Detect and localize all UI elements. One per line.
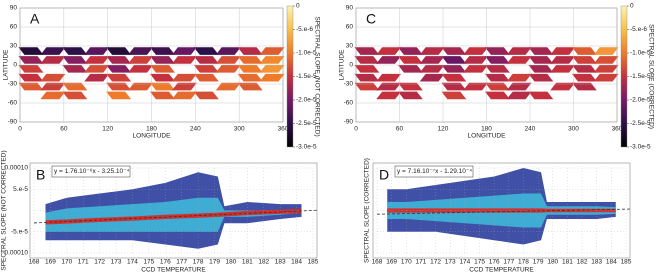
x-tick-label: 183	[591, 259, 602, 266]
x-tick-label: 0	[354, 126, 358, 133]
colorbar-tick-label: 0	[296, 3, 300, 10]
x-tick-label: 175	[143, 259, 154, 266]
x-axis-label: CCD TEMPERATURE	[469, 267, 534, 272]
x-tick-label: 60	[60, 126, 68, 133]
panel-letter: A	[30, 11, 40, 27]
x-tick-label: 181	[242, 259, 253, 266]
x-tick-label: 170	[401, 259, 412, 266]
x-tick-label: 171	[416, 259, 427, 266]
x-tick-label: 120	[438, 126, 449, 133]
x-tick-label: 177	[176, 259, 187, 266]
x-tick-label: 120	[102, 126, 113, 133]
x-tick-label: 184	[606, 259, 617, 266]
x-tick-label: 179	[533, 259, 544, 266]
x-axis-label: LONGITUDE	[133, 133, 172, 140]
x-tick-label: 60	[396, 126, 404, 133]
x-tick-label: 176	[160, 259, 171, 266]
colorbar-tick-label: -3.0e-5	[630, 144, 651, 151]
y-tick-label: 30	[10, 43, 18, 50]
x-tick-label: 182	[258, 259, 269, 266]
x-tick-label: 173	[111, 259, 122, 266]
colorbar-tick-label: 0	[630, 3, 634, 10]
y-tick-label: 0	[349, 62, 353, 69]
x-tick-label: 184	[291, 259, 302, 266]
colorbar-label: SPECTRAL SLOPE (NOT CORRECTED)	[313, 16, 320, 136]
x-tick-label: 172	[94, 259, 105, 266]
x-tick-label: 174	[459, 259, 470, 266]
x-tick-label: 180	[226, 259, 237, 266]
x-tick-label: 177	[503, 259, 514, 266]
y-tick-label: 5.e-5	[13, 186, 28, 193]
x-tick-label: 0	[18, 126, 22, 133]
y-tick-label: 90	[346, 5, 354, 12]
x-tick-label: 168	[29, 259, 40, 266]
colorbar-tick-label: -5.e-6	[630, 26, 647, 33]
colorbar	[621, 6, 627, 147]
x-tick-label: 182	[577, 259, 588, 266]
x-tick-label: 300	[234, 126, 245, 133]
x-tick-label: 178	[518, 259, 529, 266]
y-tick-label: 90	[10, 5, 18, 12]
x-axis-label: LONGITUDE	[468, 133, 507, 140]
x-tick-label: 168	[372, 259, 383, 266]
x-tick-label: 174	[127, 259, 138, 266]
y-axis-label: SPECTRAL SLOPE (NOT CORRECTED)	[1, 150, 8, 270]
x-tick-label: 179	[209, 259, 220, 266]
y-tick-label: -30	[8, 81, 18, 88]
x-tick-label: 300	[568, 126, 579, 133]
fit-equation: y = 7.16.10⁻⁷x - 1.29.10⁻⁴	[397, 168, 472, 175]
y-tick-label: 60	[346, 24, 354, 31]
x-tick-label: 185	[621, 259, 632, 266]
colorbar	[287, 6, 293, 147]
x-axis-label: CCD TEMPERATURE	[141, 267, 206, 272]
x-tick-label: 175	[474, 259, 485, 266]
x-tick-label: 176	[489, 259, 500, 266]
x-tick-label: 172	[430, 259, 441, 266]
x-tick-label: 170	[61, 259, 72, 266]
x-tick-label: 171	[78, 259, 89, 266]
x-tick-label: 173	[445, 259, 456, 266]
panel-letter: D	[379, 167, 389, 183]
y-tick-label: -90	[8, 119, 18, 126]
y-axis-label: LATITUDE	[3, 49, 10, 81]
y-tick-label: 60	[10, 24, 18, 31]
y-axis-label: LATITUDE	[339, 49, 346, 81]
x-tick-label: 180	[547, 259, 558, 266]
y-tick-label: -60	[8, 100, 18, 107]
y-tick-label: -5.e-5	[11, 228, 28, 235]
y-tick-label: 0	[13, 62, 17, 69]
x-tick-label: 178	[193, 259, 204, 266]
panel-letter: B	[36, 167, 45, 183]
colorbar-tick-label: -5.e-6	[296, 26, 313, 33]
colorbar-label: SPECTRAL SLOPE (CORRECTED)	[647, 24, 654, 129]
x-tick-label: 240	[190, 126, 201, 133]
x-tick-label: 185	[308, 259, 319, 266]
x-tick-label: 183	[275, 259, 286, 266]
y-tick-label: -30	[344, 81, 354, 88]
x-tick-label: 240	[525, 126, 536, 133]
colorbar-tick-label: -3.0e-5	[296, 144, 317, 151]
x-tick-label: 169	[45, 259, 56, 266]
panel-letter: C	[366, 11, 376, 27]
y-tick-label: 0.00010	[5, 165, 29, 172]
y-tick-label: -90	[344, 119, 354, 126]
x-tick-label: 181	[562, 259, 573, 266]
y-tick-label: -60	[344, 100, 354, 107]
x-tick-label: 180	[481, 126, 492, 133]
y-tick-label: 30	[346, 43, 354, 50]
y-axis-label: SPECTRAL SLOPE (CORRECTED)	[364, 158, 371, 263]
fit-equation: y = 1.76.10⁻⁶x - 3.25.10⁻⁴	[54, 168, 130, 175]
x-tick-label: 180	[146, 126, 157, 133]
x-tick-label: 169	[386, 259, 397, 266]
